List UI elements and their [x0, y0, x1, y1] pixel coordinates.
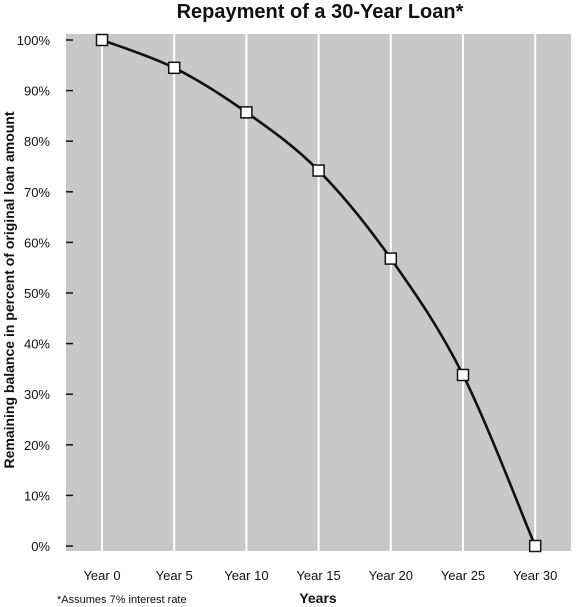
y-tick-label: 80% — [24, 134, 50, 149]
data-point — [384, 252, 398, 265]
y-tick-label: 40% — [24, 337, 50, 352]
footnote: *Assumes 7% interest rate — [57, 594, 187, 606]
x-tick-label: Year 30 — [513, 568, 557, 583]
y-tick-label: 30% — [24, 387, 50, 402]
x-tick-label: Year 0 — [83, 568, 120, 583]
data-point — [528, 539, 542, 553]
y-tick-label: 0% — [31, 539, 50, 554]
x-tick-label: Year 15 — [296, 568, 340, 583]
data-point — [95, 33, 109, 47]
y-tick-label: 10% — [24, 488, 50, 503]
y-axis-ticks: 0% 10% 20% 30% 40% 50% 60% 70% 80% 90% 100% — [17, 33, 73, 554]
data-point — [240, 106, 253, 119]
y-tick-label: 70% — [24, 185, 50, 200]
data-point — [456, 368, 470, 382]
x-axis-ticks: Year 0 Year 5 Year 10 Year 15 Year 20 Year 25… — [83, 568, 557, 583]
grid-lines — [101, 34, 537, 551]
y-tick-label: 60% — [24, 235, 50, 250]
y-axis-label: Remaining balance in percent of original… — [1, 111, 17, 468]
chart-title: Repayment of a 30-Year Loan* — [177, 1, 464, 23]
x-axis-label: Years — [299, 590, 337, 606]
data-markers — [95, 33, 542, 553]
y-tick-label: 100% — [17, 33, 51, 48]
x-tick-label: Year 20 — [369, 568, 413, 583]
series-line — [101, 38, 537, 547]
x-tick-label: Year 5 — [156, 568, 193, 583]
data-point — [167, 61, 181, 75]
y-tick-label: 20% — [24, 438, 50, 453]
y-tick-label: 90% — [24, 84, 50, 99]
x-tick-label: Year 10 — [224, 568, 268, 583]
data-point — [312, 164, 325, 177]
y-tick-label: 50% — [24, 286, 50, 301]
x-tick-label: Year 25 — [441, 568, 485, 583]
